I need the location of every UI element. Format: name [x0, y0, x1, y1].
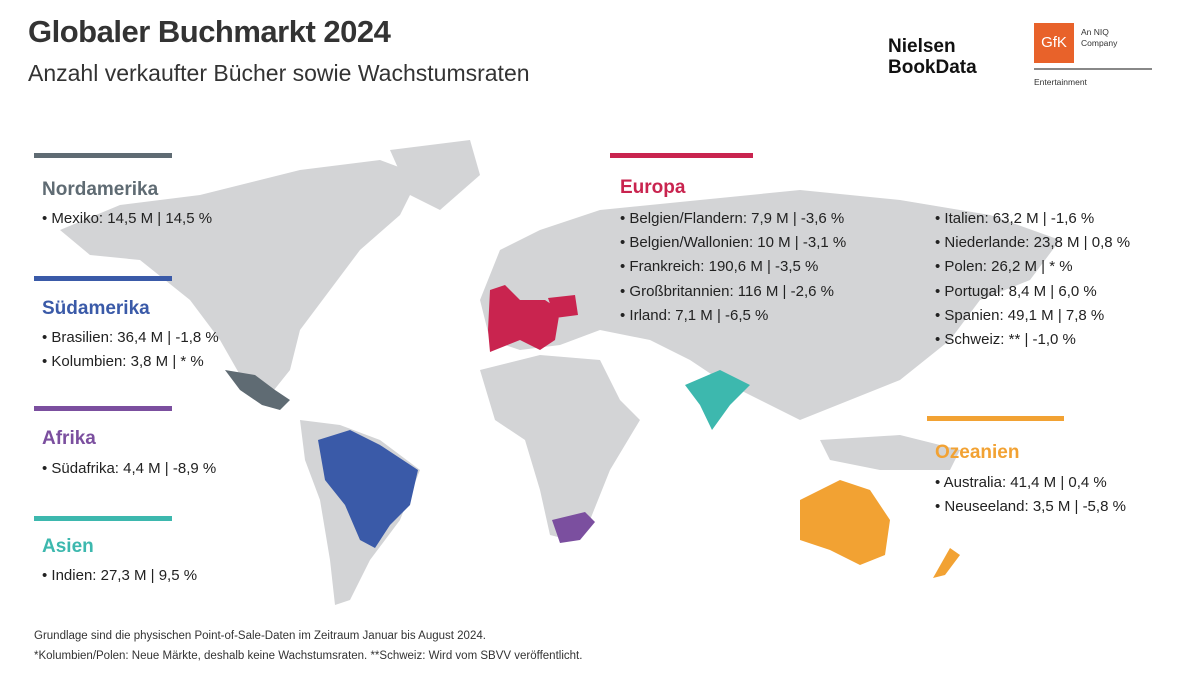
list-item: Belgien/Flandern: 7,9 M | -3,6 % — [620, 210, 844, 227]
map-greenland — [390, 140, 480, 210]
list-item: Irland: 7,1 M | -6,5 % — [620, 307, 768, 324]
europa-heading: Europa — [620, 177, 686, 198]
page-subtitle: Anzahl verkaufter Bücher sowie Wachstums… — [28, 60, 530, 86]
map-europe-markets — [488, 285, 578, 352]
map-india — [685, 370, 750, 430]
list-item: Großbritannien: 116 M | -2,6 % — [620, 283, 834, 300]
footnote-source: Grundlage sind die physischen Point-of-S… — [34, 630, 486, 642]
map-mexico — [225, 370, 290, 410]
footnote-remarks: *Kolumbien/Polen: Neue Märkte, deshalb k… — [34, 650, 583, 662]
list-item: Niederlande: 23,8 M | 0,8 % — [935, 234, 1130, 251]
afrika-heading: Afrika — [42, 428, 96, 449]
list-item: Brasilien: 36,4 M | -1,8 % — [42, 329, 218, 346]
nielsen-bookdata-logo: Nielsen BookData — [888, 36, 977, 78]
asien-heading: Asien — [42, 536, 94, 557]
nordamerika-heading: Nordamerika — [42, 179, 159, 200]
list-item: Mexiko: 14,5 M | 14,5 % — [42, 210, 212, 227]
list-item: Frankreich: 190,6 M | -3,5 % — [620, 258, 818, 275]
suedamerika-heading: Südamerika — [42, 298, 150, 319]
nordamerika-bar — [34, 153, 172, 158]
list-item: Italien: 63,2 M | -1,6 % — [935, 210, 1094, 227]
gfk-logo: GfK — [1034, 23, 1074, 63]
list-item: Südafrika: 4,4 M | -8,9 % — [42, 460, 216, 477]
list-item: Spanien: 49,1 M | 7,8 % — [935, 307, 1104, 324]
europa-bar — [610, 153, 753, 158]
list-item: Belgien/Wallonien: 10 M | -3,1 % — [620, 234, 846, 251]
ozeanien-bar — [927, 416, 1064, 421]
map-africa — [480, 355, 640, 540]
list-item: Neuseeland: 3,5 M | -5,8 % — [935, 498, 1126, 515]
asien-bar — [34, 516, 172, 521]
map-indonesia — [820, 435, 960, 470]
list-item: Indien: 27,3 M | 9,5 % — [42, 567, 197, 584]
page-title: Globaler Buchmarkt 2024 — [28, 14, 391, 49]
list-item: Australia: 41,4 M | 0,4 % — [935, 474, 1107, 491]
map-australia — [800, 480, 890, 565]
list-item: Schweiz: ** | -1,0 % — [935, 331, 1075, 348]
list-item: Kolumbien: 3,8 M | * % — [42, 353, 203, 370]
gfk-divider — [1034, 68, 1152, 70]
gfk-tagline: An NIQ Company — [1081, 27, 1118, 48]
map-new-zealand — [933, 548, 960, 578]
map-south-africa — [552, 512, 595, 543]
gfk-division: Entertainment — [1034, 77, 1087, 87]
afrika-bar — [34, 406, 172, 411]
suedamerika-bar — [34, 276, 172, 281]
ozeanien-heading: Ozeanien — [935, 442, 1020, 463]
list-item: Polen: 26,2 M | * % — [935, 258, 1072, 275]
map-brazil — [318, 430, 418, 548]
list-item: Portugal: 8,4 M | 6,0 % — [935, 283, 1096, 300]
